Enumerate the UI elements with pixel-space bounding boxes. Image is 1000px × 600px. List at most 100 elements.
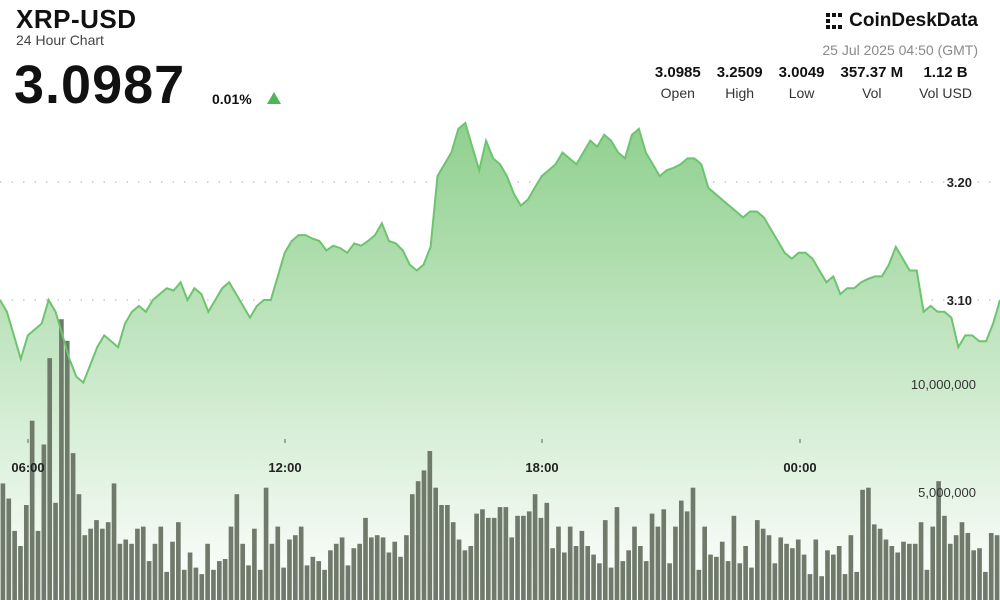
- volume-bar: [35, 530, 41, 600]
- stat-value: 357.37 M: [840, 64, 904, 81]
- x-tick-label: 00:00: [783, 460, 816, 475]
- volume-bar: [485, 517, 491, 600]
- volume-bar: [216, 561, 222, 600]
- volume-bar: [287, 539, 292, 600]
- volume-bar: [836, 546, 842, 600]
- volume-bar: [743, 546, 748, 600]
- volume-bar: [597, 563, 602, 600]
- volume-bar: [0, 483, 6, 600]
- volume-bar: [936, 481, 941, 600]
- volume-bar: [12, 530, 17, 600]
- volume-bar: [357, 543, 362, 600]
- volume-bar: [538, 517, 544, 600]
- volume-bar: [719, 541, 725, 600]
- stat-label: Low: [788, 85, 815, 101]
- volume-bar: [632, 526, 637, 600]
- volume-bar: [515, 515, 520, 600]
- volume-bar: [860, 489, 865, 600]
- volume-bar: [53, 502, 58, 600]
- y-tick-label: 3.10: [947, 293, 972, 308]
- volume-bar: [205, 543, 210, 600]
- volume-bar: [778, 537, 784, 600]
- volume-bar: [70, 453, 76, 600]
- volume-bar: [749, 567, 754, 600]
- volume-bar: [503, 507, 509, 600]
- x-tick-label: 18:00: [525, 460, 558, 475]
- volume-bar: [304, 565, 310, 600]
- volume-bar: [164, 571, 169, 600]
- volume-bar: [678, 500, 684, 600]
- stat-label: Vol: [862, 85, 882, 101]
- volume-bar: [474, 513, 479, 600]
- volume-bar: [579, 530, 585, 600]
- volume-bar: [854, 571, 860, 600]
- volume-bar: [433, 487, 438, 600]
- volume-bar: [369, 537, 374, 600]
- volume-bar: [737, 563, 743, 600]
- volume-bar: [252, 528, 257, 600]
- volume-bar: [468, 546, 474, 600]
- volume-bar: [176, 522, 181, 600]
- volume-bars: [0, 319, 1000, 600]
- volume-bar: [912, 543, 918, 600]
- volume-bar: [673, 526, 678, 600]
- stat-high: 3.2509 High: [709, 64, 771, 101]
- volume-bar: [819, 576, 824, 600]
- volume-bar: [532, 494, 538, 600]
- volume-bar: [497, 507, 503, 600]
- timestamp: 25 Jul 2025 04:50 (GMT): [822, 42, 978, 58]
- volume-bar: [100, 528, 105, 600]
- volume-bar: [795, 539, 801, 600]
- volume-bar: [409, 494, 415, 600]
- volume-bar: [240, 543, 246, 600]
- volume-bar: [877, 528, 883, 600]
- volume-bar: [339, 537, 345, 600]
- volume-bar: [47, 358, 53, 600]
- volume-bar: [298, 526, 304, 600]
- volume-bar: [456, 539, 462, 600]
- volume-bar: [41, 444, 47, 600]
- volume-bar: [146, 561, 152, 600]
- brand-logo: CoinDeskData: [825, 10, 978, 32]
- volume-bar: [445, 505, 450, 600]
- volume-bar: [690, 487, 696, 600]
- volume-bar: [181, 569, 187, 600]
- volume-bar: [450, 522, 456, 600]
- volume-bar: [930, 526, 936, 600]
- volume-bar: [702, 526, 707, 600]
- volume-bar: [380, 537, 386, 600]
- volume-bar: [59, 319, 64, 600]
- volume-bar: [831, 554, 836, 600]
- volume-bar: [907, 543, 912, 600]
- volume-bar: [959, 522, 965, 600]
- volume-bar: [614, 507, 620, 600]
- volume-bar: [556, 526, 561, 600]
- volume-bar: [965, 533, 971, 600]
- volume-bar: [620, 561, 626, 600]
- volume-bar: [351, 548, 357, 600]
- volume-bar: [193, 567, 199, 600]
- volume-bar: [567, 526, 573, 600]
- volume-bar: [29, 420, 35, 600]
- volume-bar: [263, 487, 269, 600]
- volume-bar: [591, 554, 596, 600]
- volume-bar: [328, 550, 333, 600]
- volume-bar: [667, 563, 672, 600]
- volume-bar: [825, 550, 830, 600]
- volume-bar: [801, 554, 807, 600]
- volume-bar: [983, 571, 988, 600]
- volume-bar: [807, 574, 813, 600]
- volume-bar: [889, 546, 895, 600]
- stat-label: High: [725, 85, 755, 101]
- volume-bar: [491, 517, 497, 600]
- volume-bar: [918, 522, 924, 600]
- volume-bar: [521, 515, 526, 600]
- volume-bar: [942, 515, 947, 600]
- volume-bar: [187, 552, 193, 600]
- volume-bar: [135, 528, 140, 600]
- brand-name: CoinDeskData: [849, 10, 978, 31]
- volume-bar: [269, 543, 275, 600]
- volume-bar: [199, 574, 205, 600]
- volume-bar: [643, 561, 649, 600]
- volume-bar: [708, 554, 713, 600]
